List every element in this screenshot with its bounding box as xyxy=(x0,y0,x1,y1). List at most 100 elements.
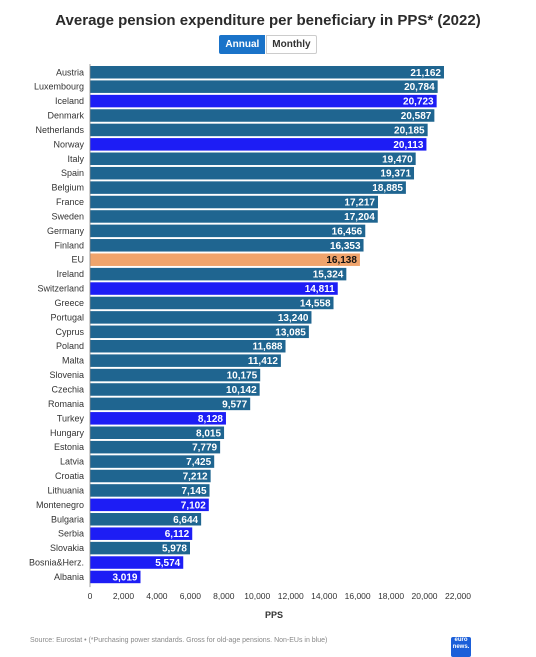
bar xyxy=(90,440,221,454)
x-tick-label: 10,000 xyxy=(244,591,270,601)
bar xyxy=(90,541,190,555)
bar xyxy=(90,210,378,223)
category-label: Albania xyxy=(54,572,84,582)
logo-text-line1: euro xyxy=(454,637,468,643)
category-label: Poland xyxy=(56,341,84,351)
x-tick-label: 2,000 xyxy=(113,591,135,601)
bar xyxy=(90,267,347,281)
category-label: Slovenia xyxy=(49,370,84,380)
category-label: Iceland xyxy=(55,96,84,106)
category-label: Lithuania xyxy=(47,485,84,495)
bar xyxy=(90,80,438,93)
bar xyxy=(90,66,444,79)
data-label: 16,138 xyxy=(326,255,357,266)
x-tick-label: 14,000 xyxy=(311,591,337,601)
data-label: 16,353 xyxy=(330,241,361,252)
bar xyxy=(90,527,193,540)
data-label: 13,085 xyxy=(275,327,306,338)
category-label: Luxembourg xyxy=(34,82,84,92)
data-label: 5,574 xyxy=(155,558,180,569)
x-tick-label: 0 xyxy=(88,591,93,601)
bar xyxy=(90,354,281,367)
bar xyxy=(90,94,437,108)
bar xyxy=(90,166,415,180)
data-label: 17,217 xyxy=(344,198,375,209)
bar xyxy=(90,152,416,166)
data-label: 20,587 xyxy=(401,111,432,122)
x-tick-label: 16,000 xyxy=(345,591,371,601)
bar xyxy=(90,296,334,310)
data-label: 5,978 xyxy=(162,544,187,555)
data-label: 14,811 xyxy=(305,284,335,295)
category-label: Portugal xyxy=(50,312,84,322)
data-label: 14,558 xyxy=(300,298,331,309)
bar xyxy=(90,570,141,584)
data-label: 11,688 xyxy=(252,342,282,353)
logo-text-line2: news. xyxy=(452,644,470,650)
bar xyxy=(90,426,225,439)
category-label: Austria xyxy=(56,67,84,77)
data-label: 9,577 xyxy=(222,399,247,410)
bar xyxy=(90,484,210,497)
x-axis-label: PPS xyxy=(265,610,283,620)
data-label: 15,324 xyxy=(313,270,344,281)
data-label: 20,784 xyxy=(404,82,435,93)
bar xyxy=(90,138,427,151)
category-label: Turkey xyxy=(57,413,85,423)
bar xyxy=(90,513,202,526)
category-label: Belgium xyxy=(51,183,84,193)
bar xyxy=(90,109,435,122)
category-label: Finland xyxy=(54,240,84,250)
x-tick-label: 4,000 xyxy=(146,591,168,601)
data-label: 20,113 xyxy=(393,140,423,151)
bar xyxy=(90,325,309,339)
monthly-toggle-button[interactable]: Monthly xyxy=(266,35,317,54)
bar xyxy=(90,455,215,468)
data-label: 8,015 xyxy=(196,428,221,439)
category-label: Germany xyxy=(47,226,85,236)
bar xyxy=(90,311,312,324)
category-label: Croatia xyxy=(55,471,84,481)
bar xyxy=(90,498,209,512)
data-label: 7,779 xyxy=(192,443,217,454)
data-label: 10,142 xyxy=(226,385,257,396)
data-label: 19,470 xyxy=(382,154,413,165)
category-label: Estonia xyxy=(54,442,84,452)
data-label: 8,128 xyxy=(198,414,223,425)
bar xyxy=(90,397,251,411)
bar xyxy=(90,123,428,137)
bar xyxy=(90,412,226,425)
data-label: 6,112 xyxy=(165,529,190,540)
bar xyxy=(90,383,260,396)
chart-title: Average pension expenditure per benefici… xyxy=(55,12,481,29)
data-label: 7,145 xyxy=(181,486,206,497)
bar xyxy=(90,181,406,194)
category-label: Montenegro xyxy=(36,500,84,510)
x-tick-label: 18,000 xyxy=(378,591,404,601)
category-label: Czechia xyxy=(51,384,84,394)
data-label: 3,019 xyxy=(112,572,137,583)
data-label: 7,102 xyxy=(181,500,206,511)
bar xyxy=(90,339,286,353)
category-label: Netherlands xyxy=(35,125,84,135)
x-tick-label: 8,000 xyxy=(213,591,235,601)
category-label: Switzerland xyxy=(37,284,84,294)
data-label: 20,185 xyxy=(394,125,425,136)
category-label: Denmark xyxy=(47,111,84,121)
x-tick-label: 6,000 xyxy=(180,591,202,601)
category-label: EU xyxy=(71,255,84,265)
category-label: Spain xyxy=(61,168,84,178)
bar xyxy=(90,556,184,569)
euronews-logo: euro news. xyxy=(451,637,471,657)
category-label: Italy xyxy=(67,154,84,164)
bar xyxy=(90,224,366,238)
annual-toggle-button[interactable]: Annual xyxy=(219,35,266,54)
category-label: Ireland xyxy=(56,269,84,279)
data-label: 17,204 xyxy=(344,212,375,223)
category-label: France xyxy=(56,197,84,207)
source-note: Source: Eurostat • (*Purchasing power st… xyxy=(30,637,328,644)
bar xyxy=(90,195,378,209)
category-label: Greece xyxy=(54,298,84,308)
category-label: Slovakia xyxy=(50,543,84,553)
period-toggle: Annual Monthly xyxy=(0,35,536,54)
